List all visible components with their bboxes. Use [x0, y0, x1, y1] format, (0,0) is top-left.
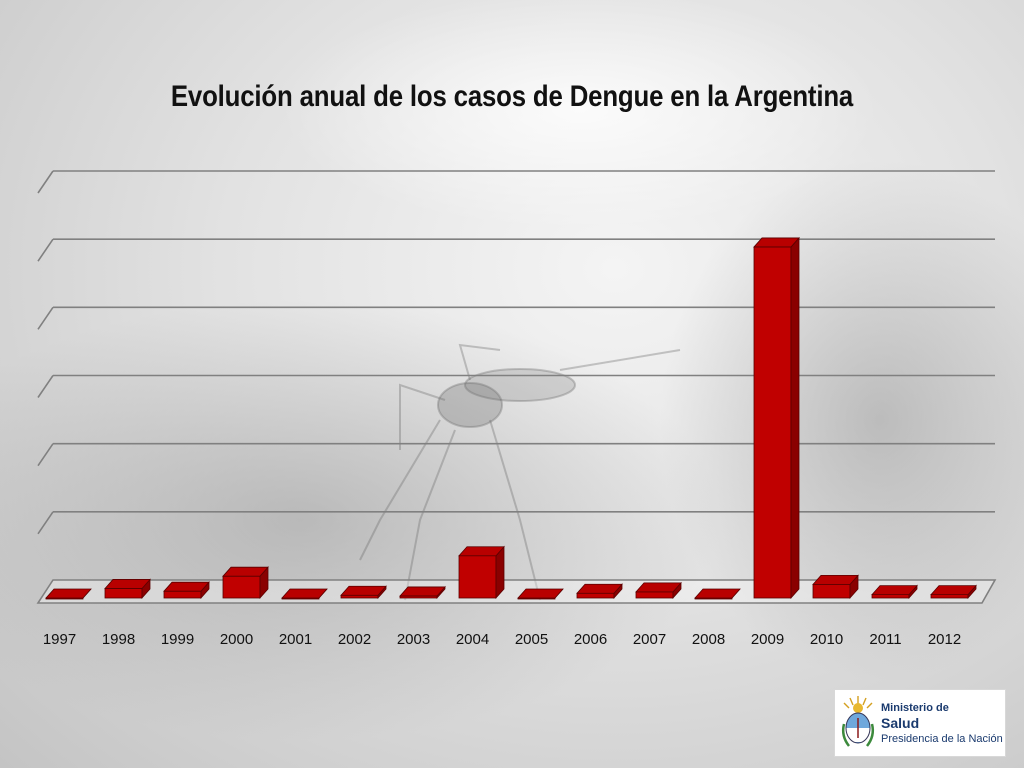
x-tick-label: 2002: [338, 631, 371, 648]
x-tick-label: 2001: [279, 631, 312, 648]
coat-of-arms-icon: [841, 696, 875, 747]
bar-2011: [871, 584, 918, 600]
gridline-side: [37, 375, 54, 398]
x-tick-label: 2004: [456, 631, 489, 648]
x-tick-label: 2003: [397, 631, 430, 648]
bar-2012: [930, 584, 977, 600]
logo-line-salud: Salud: [881, 715, 920, 731]
x-tick-label: 1997: [43, 631, 76, 648]
x-tick-label: 1999: [161, 631, 194, 648]
x-tick-label: 2010: [810, 631, 843, 648]
bar-2006: [576, 583, 623, 600]
x-tick-label: 2008: [692, 631, 725, 648]
bar-2007: [635, 581, 682, 600]
logo-line-ministerio: Ministerio de: [881, 702, 949, 714]
gridline-side: [37, 443, 54, 467]
bar-2003: [399, 585, 446, 600]
logo-line-presidencia: Presidencia de la Nación: [881, 733, 1003, 745]
gridline-side: [37, 238, 54, 262]
ministry-logo: Ministerio de Salud Presidencia de la Na…: [834, 689, 1006, 757]
x-tick-label: 2007: [633, 631, 666, 648]
x-tick-label: 2000: [220, 631, 253, 648]
bar-2009: [753, 236, 800, 600]
gridline-side: [37, 170, 54, 194]
gridline-side: [37, 511, 54, 535]
bar-1998: [104, 578, 151, 600]
gridline-side: [37, 306, 54, 330]
x-tick-label: 1998: [102, 631, 135, 648]
bar-1999: [163, 581, 210, 600]
bar-2000: [222, 566, 269, 600]
bar-2004: [458, 545, 505, 600]
bar-2010: [812, 574, 859, 600]
x-tick-label: 2006: [574, 631, 607, 648]
bar-2002: [340, 585, 387, 600]
bar-1997: [45, 588, 92, 600]
x-tick-label: 2009: [751, 631, 784, 648]
x-tick-label: 2012: [928, 631, 961, 648]
bar-2008: [694, 588, 741, 600]
x-tick-label: 2005: [515, 631, 548, 648]
bar-2001: [281, 588, 328, 600]
x-tick-label: 2011: [869, 631, 901, 648]
bar-2005: [517, 588, 564, 600]
chart-title: Evolución anual de los casos de Dengue e…: [170, 80, 854, 113]
